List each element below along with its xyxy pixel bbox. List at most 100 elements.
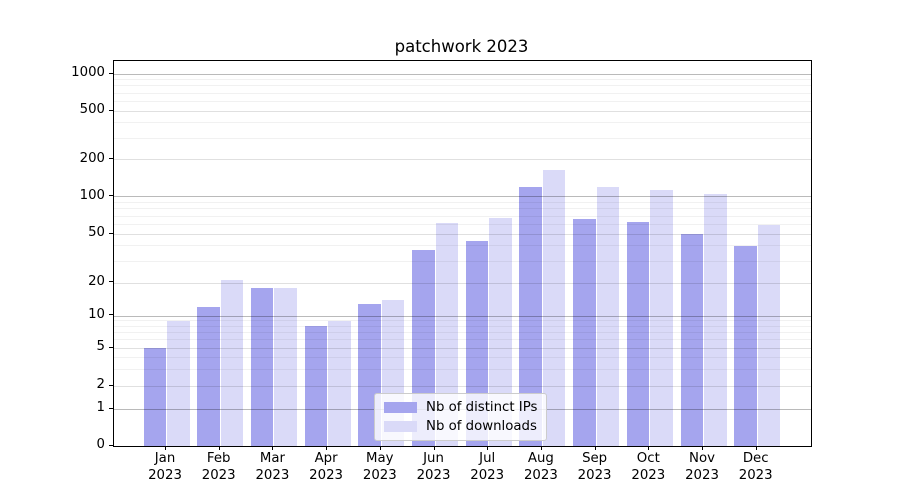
- x-tick-mark: [218, 446, 220, 450]
- bar-distinct-ips-dec: [734, 245, 757, 446]
- x-tick-label: Nov 2023: [685, 451, 719, 483]
- bar-distinct-ips-apr: [304, 326, 328, 446]
- gridline: [114, 79, 811, 81]
- gridline: [114, 110, 811, 112]
- y-tick-mark: [109, 72, 113, 74]
- gridline: [114, 282, 811, 284]
- bar-downloads-jul: [489, 217, 512, 446]
- bars-layer: [114, 61, 811, 446]
- gridline: [114, 385, 811, 387]
- gridline: [114, 223, 811, 225]
- gridline: [114, 245, 811, 247]
- x-tick-mark: [165, 446, 166, 450]
- x-tick-mark: [540, 446, 542, 450]
- y-tick-label: 200: [79, 150, 105, 166]
- y-tick-label: 1000: [71, 65, 105, 80]
- x-tick-mark: [379, 446, 381, 450]
- chart-title: patchwork 2023: [394, 37, 529, 56]
- x-tick-mark: [755, 446, 757, 450]
- x-tick-mark: [326, 446, 328, 450]
- bar-distinct-ips-sep: [573, 219, 596, 446]
- gridline: [114, 137, 811, 139]
- x-tick-label: Jul 2023: [470, 451, 505, 483]
- x-tick-mark: [433, 446, 435, 450]
- gridline: [114, 325, 811, 327]
- y-tick-mark: [109, 195, 113, 197]
- grid-layer: [114, 61, 811, 446]
- gridline: [114, 85, 811, 87]
- bar-downloads-jan: [167, 320, 190, 446]
- y-tick-mark: [109, 158, 113, 160]
- gridline: [114, 260, 811, 262]
- y-tick-label: 2: [96, 377, 105, 393]
- y-tick-label: 1: [96, 400, 105, 415]
- gridline: [114, 122, 811, 124]
- bar-distinct-ips-mar: [250, 288, 274, 446]
- x-tick-mark: [702, 446, 703, 450]
- y-tick-mark: [109, 444, 113, 446]
- legend-entry-downloads: Nb of downloads: [384, 419, 537, 434]
- x-tick-label: Dec 2023: [738, 451, 773, 483]
- bar-downloads-apr: [328, 320, 351, 446]
- bar-downloads-oct: [650, 190, 673, 446]
- gridline: [114, 92, 811, 94]
- legend-label-downloads: Nb of downloads: [426, 419, 537, 434]
- gridline: [114, 233, 811, 235]
- x-tick-label: Mar 2023: [255, 451, 290, 483]
- legend-swatch-distinct-ips: [384, 402, 417, 413]
- bar-downloads-sep: [596, 187, 620, 446]
- x-tick-label: Aug 2023: [523, 451, 558, 483]
- legend-label-distinct-ips: Nb of distinct IPs: [426, 400, 538, 415]
- y-tick-label: 0: [96, 437, 105, 452]
- y-tick-label: 5: [96, 339, 105, 355]
- y-tick-mark: [109, 314, 113, 316]
- x-tick-mark: [272, 446, 274, 450]
- gridline: [114, 315, 811, 317]
- gridline: [114, 73, 811, 75]
- plot-area: Nb of distinct IPs Nb of downloads: [113, 60, 812, 447]
- legend-swatch-downloads: [384, 421, 417, 432]
- y-tick-mark: [109, 407, 113, 409]
- bar-downloads-mar: [274, 288, 297, 446]
- gridline: [114, 202, 811, 204]
- y-tick-mark: [109, 281, 113, 283]
- y-tick-label: 20: [88, 273, 105, 289]
- gridline: [114, 331, 811, 333]
- gridline: [114, 347, 811, 349]
- x-tick-label: Sep 2023: [577, 451, 612, 483]
- x-tick-mark: [648, 446, 650, 450]
- x-tick-label: Oct 2023: [631, 451, 666, 483]
- bar-downloads-nov: [704, 194, 727, 446]
- y-tick-label: 100: [79, 187, 105, 203]
- x-tick-label: May 2023: [362, 451, 397, 483]
- y-tick-mark: [109, 232, 113, 234]
- gridline: [114, 208, 811, 210]
- gridline: [114, 215, 811, 217]
- y-tick-mark: [109, 109, 113, 111]
- legend: Nb of distinct IPs Nb of downloads: [374, 393, 548, 441]
- bar-downloads-jun: [435, 222, 458, 446]
- gridline: [114, 159, 811, 161]
- gridline: [114, 320, 811, 322]
- y-tick-label: 50: [88, 225, 105, 241]
- bar-distinct-ips-aug: [519, 187, 542, 446]
- gridline: [114, 356, 811, 358]
- bar-distinct-ips-oct: [626, 221, 650, 446]
- bar-distinct-ips-nov: [680, 234, 703, 446]
- x-tick-label: Jan 2023: [148, 451, 182, 483]
- gridline: [114, 339, 811, 341]
- x-tick-mark: [594, 446, 596, 450]
- x-tick-mark: [487, 446, 489, 450]
- gridline: [114, 100, 811, 102]
- x-tick-label: Apr 2023: [309, 451, 344, 483]
- bar-downloads-feb: [220, 280, 244, 446]
- y-tick-label: 500: [79, 102, 105, 117]
- bar-distinct-ips-jan: [143, 348, 166, 446]
- y-tick-mark: [109, 384, 113, 386]
- y-tick-label: 10: [88, 306, 105, 322]
- bar-downloads-dec: [757, 225, 781, 446]
- bar-downloads-aug: [542, 169, 566, 446]
- x-tick-label: Feb 2023: [201, 451, 236, 483]
- x-tick-label: Jun 2023: [416, 451, 451, 483]
